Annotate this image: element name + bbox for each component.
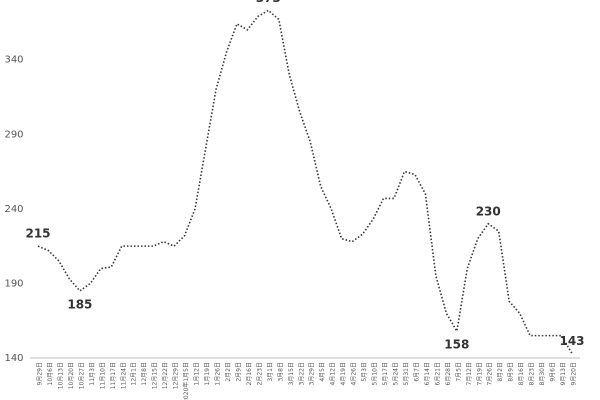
x-tick-label: 2月9日 (235, 362, 242, 382)
data-label: 158 (444, 338, 469, 352)
x-tick-label: 4月26日 (351, 362, 358, 385)
x-tick-label: 8月9日 (508, 362, 515, 382)
x-tick-label: 4月12日 (330, 362, 337, 385)
x-tick-label: 8月30日 (539, 362, 546, 385)
x-tick-label: 8月16日 (518, 362, 525, 385)
x-tick-label: 4月19日 (340, 362, 347, 385)
data-label: 230 (476, 204, 501, 218)
x-tick-label: 3月8日 (277, 362, 284, 382)
x-tick-label: 7月5日 (455, 362, 462, 382)
x-tick-label: 10月20日 (68, 362, 75, 389)
y-tick-label: 340 (4, 55, 23, 66)
x-tick-label: 12月8日 (141, 362, 148, 385)
x-tick-label: 9月6日 (550, 362, 557, 382)
data-label: 185 (67, 297, 92, 311)
y-tick-label: 240 (4, 204, 23, 215)
data-label: 143 (559, 334, 584, 348)
x-tick-label: 12月15日 (152, 362, 159, 389)
x-tick-label: 11月10日 (99, 362, 106, 389)
x-tick-label: 1月26日 (215, 362, 222, 385)
x-tick-label: 6月28日 (445, 362, 452, 385)
x-tick-label: 7月26日 (487, 362, 494, 385)
x-tick-label: 10月6日 (47, 362, 54, 385)
x-tick-label: 8月2日 (497, 362, 504, 382)
x-tick-label: 6月14日 (424, 362, 431, 385)
x-tick-label: 8月23日 (529, 362, 536, 385)
x-tick-label: 6月7日 (413, 362, 420, 382)
x-tick-label: 10月13日 (57, 362, 64, 389)
x-tick-label: 5月24日 (393, 362, 400, 385)
x-tick-label: 11月17日 (110, 362, 117, 389)
x-tick-label: 12月29日 (173, 362, 180, 389)
x-tick-label: 2月16日 (246, 362, 253, 385)
x-tick-label: 12月1日 (131, 362, 138, 385)
x-tick-label: 5月31日 (403, 362, 410, 385)
x-tick-label: 11月24日 (120, 362, 127, 389)
x-tick-label: 2月2日 (225, 362, 232, 382)
line (37, 9, 573, 354)
x-tick-label: 1月12日 (194, 362, 201, 385)
y-tick-label: 190 (4, 278, 23, 289)
x-tick-label: 5月17日 (382, 362, 389, 385)
x-tick-label: 10月27日 (78, 362, 85, 389)
x-tick-label: 3月1日 (267, 362, 274, 382)
x-tick-label: 3月29日 (309, 362, 316, 385)
y-tick-label: 290 (4, 129, 23, 140)
x-tick-label: 9月20日 (571, 362, 578, 385)
x-tick-label: 5月3日 (361, 362, 368, 382)
x-tick-label: 5月10日 (372, 362, 379, 385)
x-tick-label: 9月29日 (37, 362, 44, 385)
x-tick-label: 7月19日 (476, 362, 483, 385)
x-tick-label: 4月5日 (319, 362, 326, 382)
data-label: 215 (25, 227, 50, 241)
x-tick-label: 11月3日 (89, 362, 96, 385)
x-tick-label: 12月22日 (162, 362, 169, 389)
x-tick-label: 2020年1月5日 (182, 362, 190, 400)
x-tick-label: 1月19日 (204, 362, 211, 385)
x-tick-label: 6月21日 (434, 362, 441, 385)
data-label: 373 (256, 0, 281, 5)
x-tick-label: 7月12日 (466, 362, 473, 385)
x-tick-label: 9月13日 (560, 362, 567, 385)
x-tick-label: 3月22日 (298, 362, 305, 385)
x-tick-label: 2月23日 (256, 362, 263, 385)
x-tick-label: 3月15日 (288, 362, 295, 385)
y-tick-label: 140 (4, 353, 23, 364)
